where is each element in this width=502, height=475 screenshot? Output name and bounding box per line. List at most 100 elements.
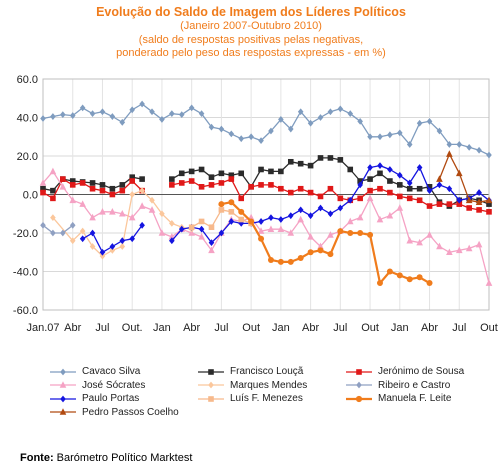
data-point (455, 169, 463, 177)
data-point (465, 196, 473, 204)
data-point (218, 207, 225, 213)
legend-item: Francisco Louçã (198, 366, 303, 377)
data-point (158, 229, 166, 236)
data-point (307, 233, 314, 240)
data-point (129, 191, 135, 198)
data-point (406, 179, 413, 187)
legend-swatch (346, 395, 372, 402)
data-point (119, 182, 126, 188)
data-point (109, 208, 116, 215)
data-point (238, 216, 245, 223)
legend-label: José Sócrates (82, 379, 146, 391)
data-point (327, 210, 334, 218)
data-point (456, 201, 463, 207)
data-point (436, 201, 443, 207)
data-point (466, 205, 472, 211)
data-point (129, 106, 135, 114)
data-point (367, 176, 373, 182)
data-point (317, 242, 324, 250)
data-point (79, 235, 86, 243)
data-point (99, 248, 106, 256)
data-point (258, 166, 264, 173)
data-point (208, 239, 215, 247)
data-point (198, 184, 205, 190)
data-point (258, 182, 264, 188)
data-point (297, 206, 304, 214)
data-point (486, 201, 492, 207)
data-point (367, 187, 373, 194)
data-point (347, 110, 354, 118)
data-point (426, 203, 433, 209)
data-point (228, 209, 235, 215)
data-point (278, 216, 284, 223)
data-point (337, 204, 344, 212)
data-point (50, 113, 56, 120)
legend-item: José Sócrates (50, 380, 145, 391)
data-point (465, 244, 473, 252)
x-tick-label: Out. (122, 322, 143, 334)
data-point (40, 115, 46, 122)
data-point (198, 218, 205, 225)
data-point (257, 227, 265, 234)
x-tick-label: Jul (214, 322, 228, 334)
data-point (99, 108, 106, 116)
y-tick-label: 40.0 (17, 113, 38, 125)
x-tick-label: Jul (95, 322, 109, 334)
data-point (159, 210, 165, 218)
data-point (40, 185, 46, 192)
data-point (99, 182, 106, 188)
series-cavaco-silva (40, 100, 492, 159)
data-point (129, 174, 135, 180)
data-point (129, 235, 135, 243)
data-point (426, 280, 433, 287)
x-tick-label: Jul (333, 322, 347, 334)
data-point (69, 237, 76, 245)
data-point (356, 213, 364, 221)
data-point (376, 280, 383, 287)
data-point (377, 170, 383, 177)
legend-item: Ribeiro e Castro (346, 380, 450, 391)
data-point (406, 195, 413, 202)
data-point (208, 174, 215, 180)
series-line (52, 189, 192, 257)
data-point (386, 211, 394, 219)
data-point (109, 113, 116, 120)
data-point (356, 368, 362, 375)
data-point (218, 229, 225, 237)
series-line (221, 201, 431, 285)
data-point (139, 221, 145, 229)
legend-label: Jerónimo de Sousa (378, 366, 465, 377)
data-point (248, 133, 254, 141)
data-point (446, 248, 453, 256)
data-point (59, 408, 67, 415)
data-point (317, 247, 324, 254)
data-point (238, 208, 245, 215)
legend-label: Francisco Louçã (230, 366, 304, 377)
legend-item: Cavaco Silva (50, 366, 140, 377)
chart-subtitle-3: ponderado pelo peso das respostas expres… (116, 47, 386, 59)
data-point (387, 131, 393, 139)
data-point (169, 219, 175, 227)
x-tick-label: Jan (391, 322, 409, 334)
series-manuela-f-leite (218, 199, 433, 287)
data-point (208, 246, 215, 254)
data-point (456, 141, 463, 148)
data-point (386, 268, 393, 275)
data-point (277, 258, 284, 265)
data-point (188, 104, 195, 112)
legend-item: Manuela F. Leite (346, 393, 451, 404)
data-point (89, 110, 96, 118)
data-point (277, 225, 285, 232)
data-point (287, 158, 294, 165)
data-point (79, 227, 86, 235)
data-point (59, 381, 67, 388)
data-point (297, 255, 304, 262)
data-point (188, 178, 195, 184)
data-point (268, 127, 274, 135)
series-line (42, 224, 74, 234)
data-point (387, 166, 393, 173)
data-point (357, 195, 363, 202)
data-point (476, 146, 482, 154)
data-point (327, 231, 334, 238)
data-point (89, 229, 96, 237)
